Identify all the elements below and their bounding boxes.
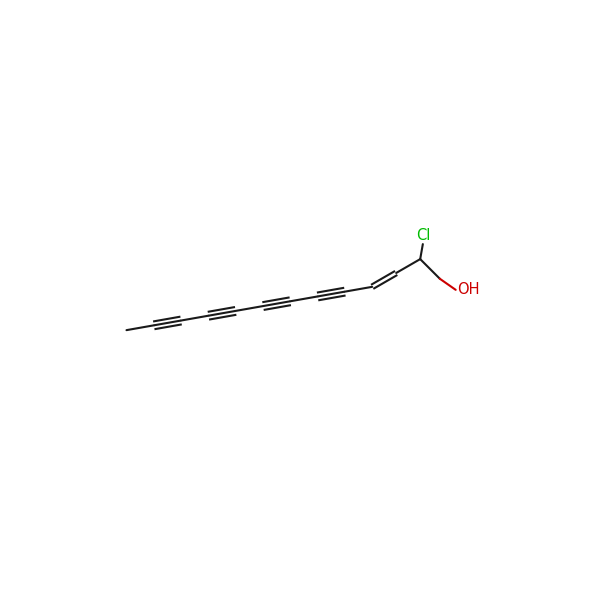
Text: OH: OH bbox=[458, 283, 480, 298]
Text: Cl: Cl bbox=[416, 228, 430, 243]
